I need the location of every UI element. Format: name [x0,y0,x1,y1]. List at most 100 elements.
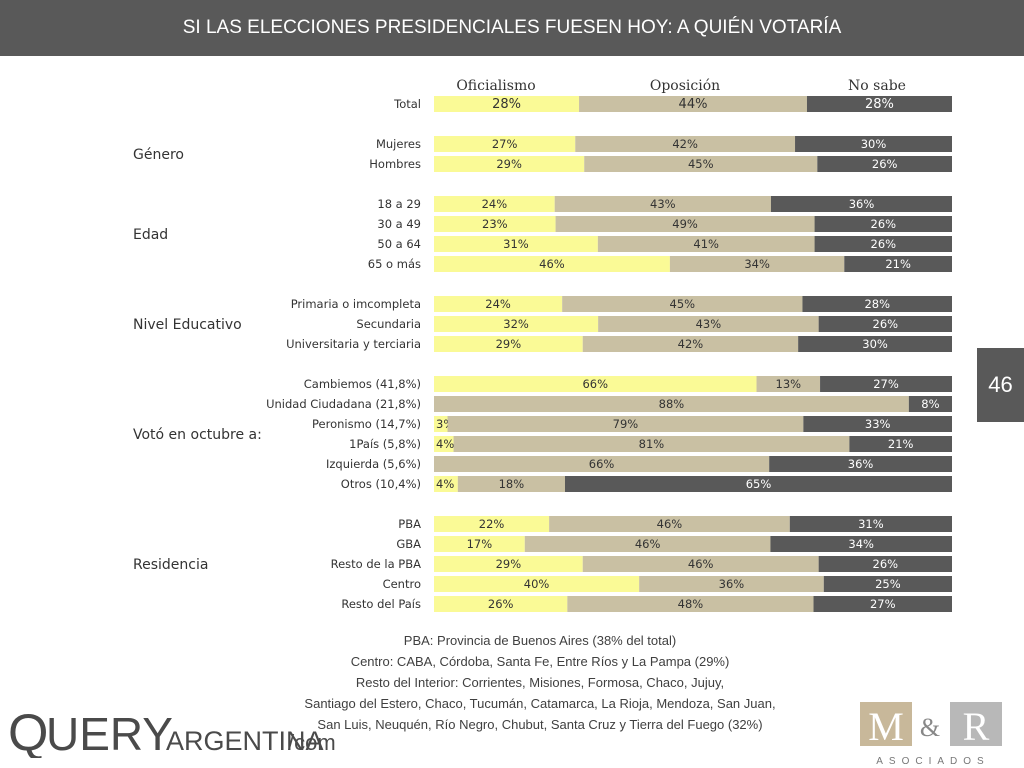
bar-segment [434,396,909,412]
bar-segment [844,256,952,272]
data-label: 36% [719,577,745,591]
data-label: 42% [672,137,698,151]
bar-segment [434,476,458,492]
bar-segment [434,596,568,612]
bar-segment [639,576,824,592]
bar-segment [434,416,448,432]
page-title: SI LAS ELECCIONES PRESIDENCIALES FUESEN … [182,17,842,38]
data-label: 44% [679,97,708,112]
bar-segment [434,516,550,532]
data-label: 79% [613,417,639,431]
row-label: Hombres [369,157,421,171]
footnote-resto-3: San Luis, Neuquén, Río Negro, Chubut, Sa… [317,717,763,732]
group-label: Género [133,147,184,163]
bar-segment [434,536,525,552]
data-label: 29% [496,337,522,351]
bar-segment [598,316,819,332]
bar-segment [579,96,807,112]
bar-segment [524,536,771,552]
row-label: 18 a 29 [377,197,421,211]
logo-asociados: ASOCIADOS [876,756,989,767]
data-label: 43% [696,317,722,331]
bar-segment [434,576,640,592]
data-label: 24% [482,197,508,211]
data-label: 43% [650,197,676,211]
data-label: 27% [873,377,899,391]
footnote-resto-2: Santiago del Estero, Chaco, Tucumán, Cat… [304,696,776,711]
bar-segment [803,416,952,432]
data-label: 46% [688,557,714,571]
data-label: 45% [688,157,714,171]
bar-segment [908,396,952,412]
data-label: 34% [848,537,874,551]
footnote-pba: PBA: Provincia de Buenos Aires (38% del … [403,633,677,648]
bar-segment [814,236,952,252]
data-label: 46% [657,517,683,531]
bar-segment [434,216,556,232]
row-label: 30 a 49 [377,217,421,231]
data-label: 41% [693,237,719,251]
bar-segment [802,296,952,312]
data-label: 36% [848,457,874,471]
bar-segment [555,216,815,232]
bar-segment [582,336,799,352]
row-label: Unidad Ciudadana (21,8%) [266,397,421,411]
row-label: Resto de la PBA [331,557,421,571]
bar-segment [823,576,952,592]
bar-segment [457,476,565,492]
row-label: 65 o más [368,257,421,271]
bar-segment [817,156,952,172]
data-label: 24% [485,297,511,311]
data-label: 33% [865,417,891,431]
bar-segment [770,196,952,212]
data-label: 46% [539,257,565,271]
bar-segment [814,216,952,232]
row-label: 1País (5,8%) [349,437,421,451]
data-label: 81% [639,437,665,451]
data-label: 8% [921,397,939,411]
data-label: 31% [503,237,529,251]
column-header-1: Oposición [650,78,720,94]
data-label: 49% [672,217,698,231]
data-label: 29% [496,157,522,171]
row-label: Cambiemos (41,8%) [304,377,421,391]
bar-segment [820,376,952,392]
bar-segment [582,556,819,572]
stacked-bar-chart: Oficialismo Oposición No sabe Total 28% 44% 28… [133,78,952,612]
row-label: Universitaria y terciaria [286,337,421,351]
data-label: 23% [482,217,508,231]
logo-amp: & [920,713,940,742]
row-label: PBA [398,517,421,531]
group-label: Votó en octubre a: [133,427,262,443]
data-label: 22% [479,517,505,531]
bar-segment [434,336,583,352]
bar-segment [575,136,796,152]
data-label: 36% [849,197,875,211]
bar-segment [769,456,952,472]
bar-segment [434,456,770,472]
data-label: 42% [678,337,704,351]
logo-r: R [963,704,990,749]
bar-segment [562,296,803,312]
bar-segment [549,516,790,532]
logo-q: Q [8,704,48,758]
column-header-0: Oficialismo [456,78,535,94]
row-label: Primaria o imcompleta [291,297,421,311]
data-label: 28% [865,97,894,112]
data-label: 17% [467,537,493,551]
bar-segment [564,476,952,492]
data-label: 46% [635,537,661,551]
data-label: 66% [589,457,615,471]
footnote-resto-1: Resto del Interior: Corrientes, Misiones… [355,675,725,690]
row-label: 50 a 64 [377,237,421,251]
data-label: 48% [678,597,704,611]
row-label: Centro [383,577,421,591]
bar-segment [795,136,952,152]
data-label: 26% [873,317,899,331]
bar-segment [434,256,670,272]
footnote-centro: Centro: CABA, Córdoba, Santa Fe, Entre R… [350,654,730,669]
row-label: GBA [396,537,421,551]
bar-segment [434,236,598,252]
bar-segment [818,556,952,572]
row-label: Otros (10,4%) [341,477,421,491]
